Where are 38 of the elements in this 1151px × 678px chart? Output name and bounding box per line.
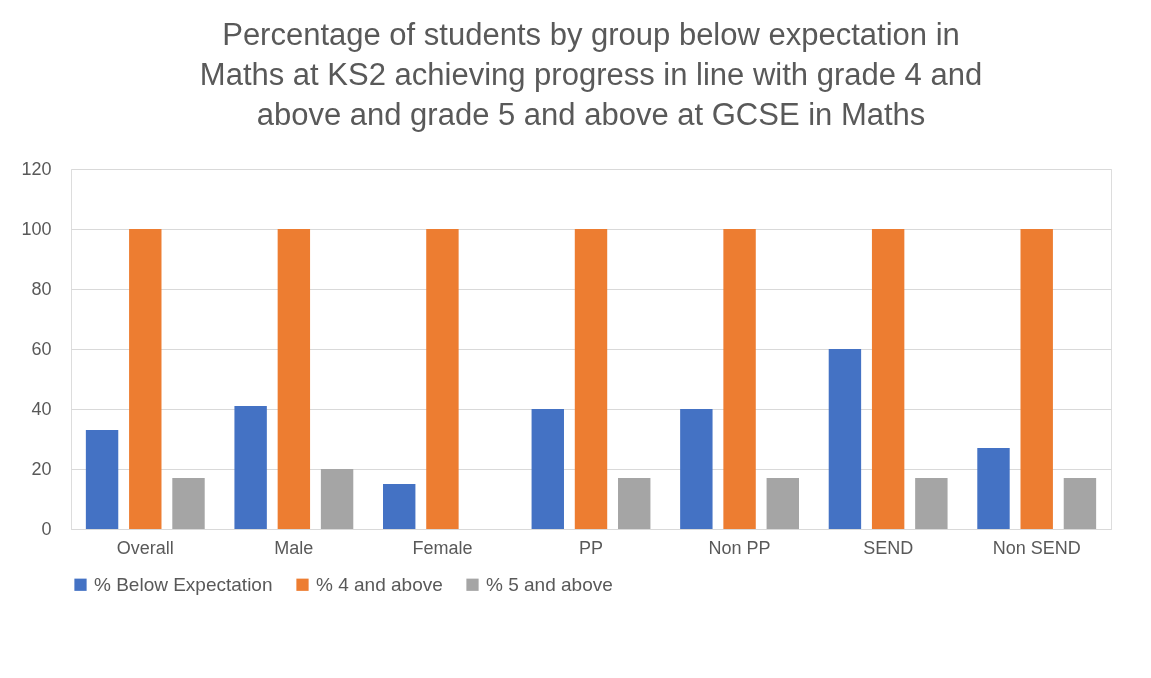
chart-title: Percentage of students by group below expectation in Maths at KS2 achieving progress in line with grade 4 and above and grade 5 and above at GCSE in Maths [199, 17, 983, 132]
x-tick-label: SEND [863, 537, 914, 558]
bar [977, 448, 1010, 529]
y-tick-label: 100 [21, 218, 52, 239]
y-tick-label: 40 [31, 398, 52, 419]
bar [680, 409, 713, 529]
bar [723, 229, 756, 529]
y-tick-label: 0 [41, 518, 52, 539]
bar [1020, 229, 1053, 529]
bar [426, 229, 459, 529]
legend-label: % Below Expectation [94, 573, 273, 595]
bar [172, 478, 205, 529]
bar [574, 229, 608, 529]
bar [828, 349, 862, 529]
x-tick-label: PP [578, 537, 604, 558]
bar [871, 229, 905, 529]
bar [531, 409, 564, 529]
bar [1063, 478, 1097, 529]
bar [618, 478, 651, 529]
legend-label: % 4 and above [316, 573, 443, 595]
x-tick-label: Female [412, 537, 473, 558]
x-tick-label: Male [274, 537, 314, 558]
bar [915, 478, 948, 529]
bar [85, 430, 119, 529]
bar [766, 478, 799, 529]
bar [129, 229, 162, 529]
y-tick-label: 120 [21, 158, 52, 179]
y-tick-label: 20 [31, 458, 52, 479]
x-tick-label: Overall [116, 537, 174, 558]
bar [277, 229, 311, 529]
x-tick-label: Non PP [708, 537, 771, 558]
bar [234, 406, 267, 529]
y-tick-label: 80 [31, 278, 52, 299]
x-tick-label: Non SEND [992, 537, 1081, 558]
legend-label: % 5 and above [486, 573, 613, 595]
bar [320, 469, 354, 529]
bar [383, 484, 416, 529]
y-tick-label: 60 [31, 338, 52, 359]
